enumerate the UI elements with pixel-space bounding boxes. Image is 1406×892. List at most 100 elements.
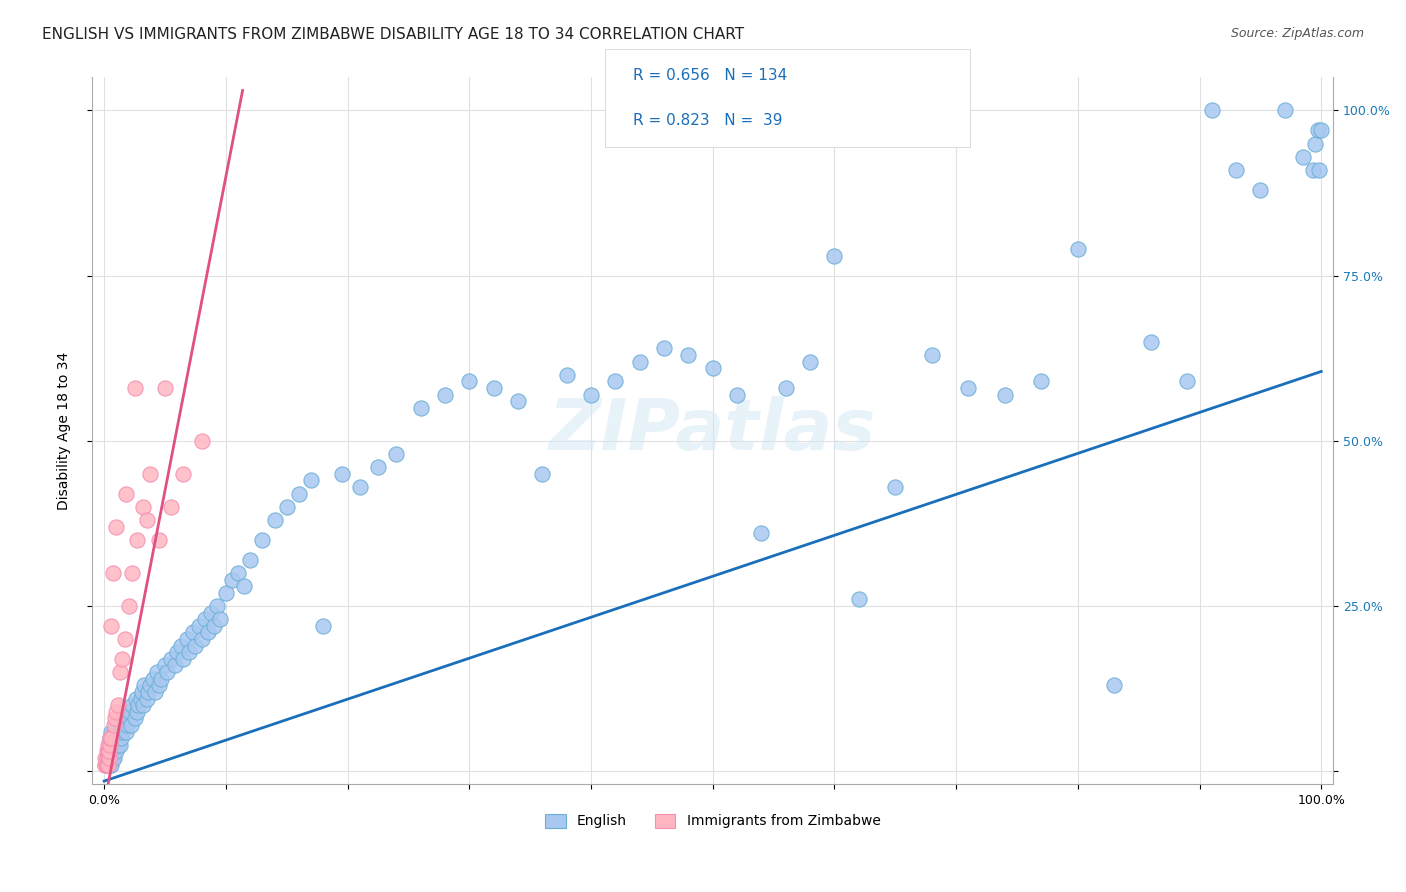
Legend: English, Immigrants from Zimbabwe: English, Immigrants from Zimbabwe bbox=[540, 808, 886, 834]
Point bbox=[848, 592, 870, 607]
Text: R = 0.656   N = 134: R = 0.656 N = 134 bbox=[633, 69, 787, 83]
Point bbox=[97, 757, 120, 772]
Point bbox=[1292, 150, 1315, 164]
Point bbox=[107, 724, 129, 739]
Point bbox=[1140, 334, 1163, 349]
Point bbox=[150, 672, 173, 686]
Point bbox=[98, 731, 121, 746]
Point bbox=[103, 751, 125, 765]
Point bbox=[1225, 163, 1247, 178]
Point bbox=[96, 744, 118, 758]
Point bbox=[179, 645, 201, 659]
Point bbox=[100, 731, 122, 746]
Point bbox=[115, 724, 138, 739]
Point bbox=[1201, 103, 1223, 118]
Point bbox=[994, 387, 1017, 401]
Point bbox=[121, 698, 143, 712]
Point bbox=[799, 354, 821, 368]
Point bbox=[208, 612, 231, 626]
Point bbox=[127, 698, 149, 712]
Point bbox=[104, 711, 127, 725]
Point bbox=[100, 757, 122, 772]
Point bbox=[103, 744, 125, 758]
Point bbox=[153, 381, 176, 395]
Point bbox=[1306, 123, 1329, 137]
Point bbox=[111, 652, 134, 666]
Point bbox=[367, 460, 389, 475]
Point bbox=[98, 757, 121, 772]
Point bbox=[181, 625, 204, 640]
Point bbox=[97, 751, 120, 765]
Point bbox=[115, 486, 138, 500]
Point bbox=[97, 744, 120, 758]
Point bbox=[97, 744, 120, 758]
Point bbox=[96, 751, 118, 765]
Point bbox=[145, 665, 167, 679]
Point bbox=[110, 731, 132, 746]
Point bbox=[142, 672, 165, 686]
Point bbox=[215, 586, 238, 600]
Point bbox=[531, 467, 554, 481]
Point bbox=[125, 691, 148, 706]
Y-axis label: Disability Age 18 to 34: Disability Age 18 to 34 bbox=[58, 351, 72, 510]
Point bbox=[135, 691, 157, 706]
Point bbox=[482, 381, 505, 395]
Point bbox=[100, 744, 122, 758]
Point bbox=[221, 573, 243, 587]
Point bbox=[98, 738, 121, 752]
Point bbox=[96, 757, 118, 772]
Point bbox=[1031, 375, 1053, 389]
Point bbox=[299, 474, 322, 488]
Point bbox=[1274, 103, 1296, 118]
Point bbox=[1104, 678, 1126, 692]
Text: ENGLISH VS IMMIGRANTS FROM ZIMBABWE DISABILITY AGE 18 TO 34 CORRELATION CHART: ENGLISH VS IMMIGRANTS FROM ZIMBABWE DISA… bbox=[42, 27, 744, 42]
Point bbox=[117, 711, 139, 725]
Point bbox=[1175, 375, 1198, 389]
Point bbox=[349, 480, 371, 494]
Point bbox=[98, 757, 121, 772]
Point bbox=[96, 751, 118, 765]
Point bbox=[202, 619, 225, 633]
Point bbox=[112, 718, 135, 732]
Point bbox=[111, 711, 134, 725]
Point bbox=[118, 705, 141, 719]
Point bbox=[166, 645, 188, 659]
Point bbox=[97, 738, 120, 752]
Point bbox=[239, 553, 262, 567]
Point bbox=[100, 738, 122, 752]
Point bbox=[409, 401, 432, 415]
Point bbox=[163, 658, 186, 673]
Point bbox=[101, 566, 124, 580]
Point bbox=[107, 738, 129, 752]
Point bbox=[136, 685, 159, 699]
Point bbox=[110, 718, 132, 732]
Point bbox=[132, 500, 155, 514]
Point bbox=[207, 599, 229, 613]
Point bbox=[1302, 163, 1324, 178]
Point bbox=[100, 751, 122, 765]
Point bbox=[108, 665, 131, 679]
Point bbox=[98, 731, 121, 746]
Point bbox=[190, 434, 212, 448]
Point bbox=[124, 381, 146, 395]
Point bbox=[170, 639, 193, 653]
Point bbox=[555, 368, 578, 382]
Point bbox=[148, 678, 170, 692]
Point bbox=[107, 698, 129, 712]
Point bbox=[97, 757, 120, 772]
Point bbox=[139, 467, 162, 481]
Point bbox=[98, 751, 121, 765]
Point bbox=[1310, 123, 1333, 137]
Point bbox=[506, 394, 529, 409]
Point bbox=[98, 751, 121, 765]
Point bbox=[101, 744, 124, 758]
Point bbox=[176, 632, 198, 646]
Point bbox=[605, 375, 627, 389]
Point bbox=[921, 348, 943, 362]
Point bbox=[105, 705, 128, 719]
Point bbox=[1249, 183, 1271, 197]
Point bbox=[103, 724, 125, 739]
Point bbox=[200, 606, 222, 620]
Point bbox=[103, 718, 125, 732]
Point bbox=[114, 632, 136, 646]
